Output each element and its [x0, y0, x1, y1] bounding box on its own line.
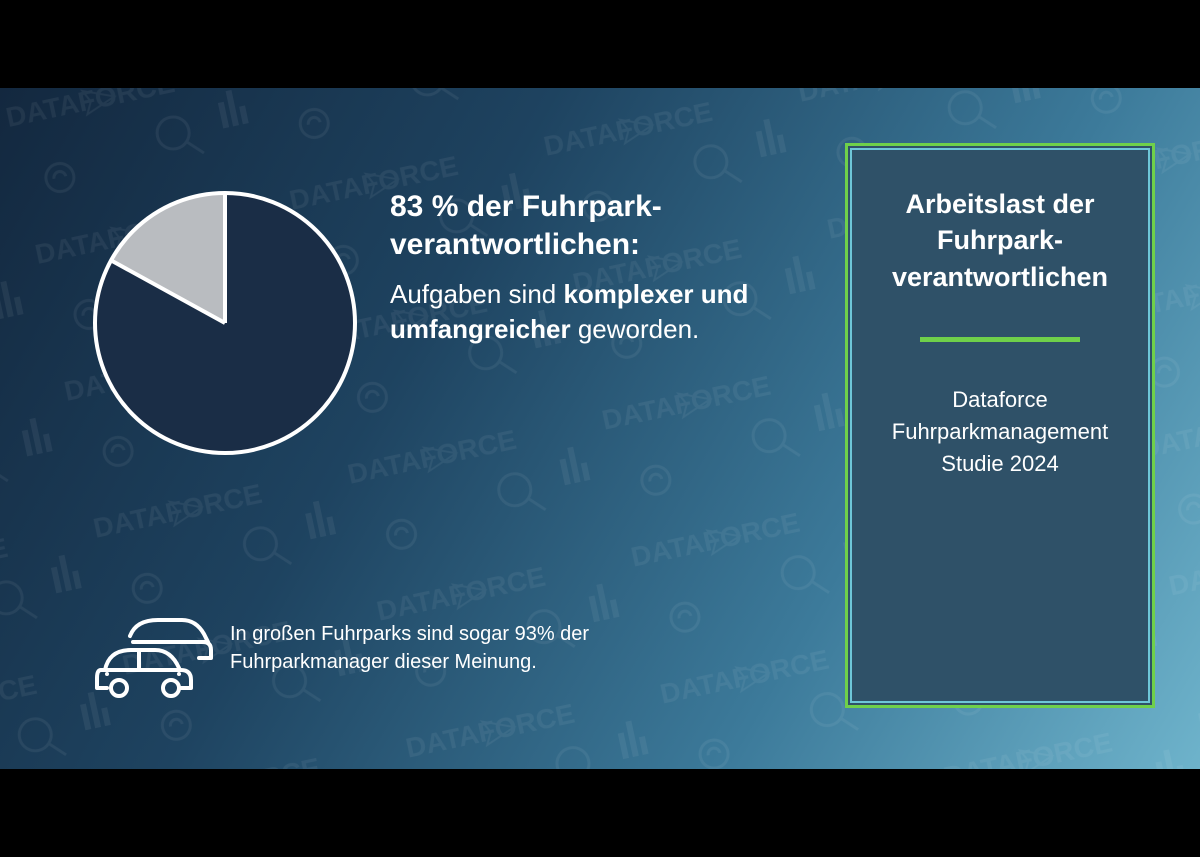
- headline-body: Aufgaben sind komplexer und umfangreiche…: [390, 277, 780, 347]
- sidebar-panel: Arbeitslast der Fuhrpark- verantwortlich…: [845, 143, 1155, 708]
- footnote-text: In großen Fuhrparks sind sogar 93% der F…: [230, 620, 730, 676]
- panel-subtitle: Dataforce Fuhrparkmanagement Studie 2024: [870, 384, 1130, 480]
- headline-body-suffix: geworden.: [571, 314, 700, 344]
- pie-chart: [90, 188, 360, 458]
- panel-title: Arbeitslast der Fuhrpark- verantwortlich…: [870, 186, 1130, 295]
- headline-block: 83 % der Fuhrpark- verantwortlichen: Auf…: [390, 188, 780, 347]
- headline-lead-line1: 83 % der Fuhrpark-: [390, 190, 662, 223]
- panel-divider: [920, 337, 1080, 342]
- headline-body-prefix: Aufgaben sind: [390, 279, 563, 309]
- panel-title-line3: verantwortlichen: [892, 262, 1108, 292]
- infographic-stage: DATAFORCE 83 % der Fuhrpark- verantwortl…: [0, 88, 1200, 769]
- panel-sub-line1: Dataforce: [952, 387, 1047, 412]
- panel-sub-line2: Fuhrparkmanagement: [892, 419, 1108, 444]
- headline-lead-line2: verantwortlichen:: [390, 228, 640, 261]
- panel-sub-line3: Studie 2024: [941, 451, 1058, 476]
- panel-title-line2: Fuhrpark-: [937, 225, 1063, 255]
- headline-lead: 83 % der Fuhrpark- verantwortlichen:: [390, 188, 780, 263]
- panel-title-line1: Arbeitslast der: [905, 189, 1094, 219]
- cars-icon: [95, 608, 215, 698]
